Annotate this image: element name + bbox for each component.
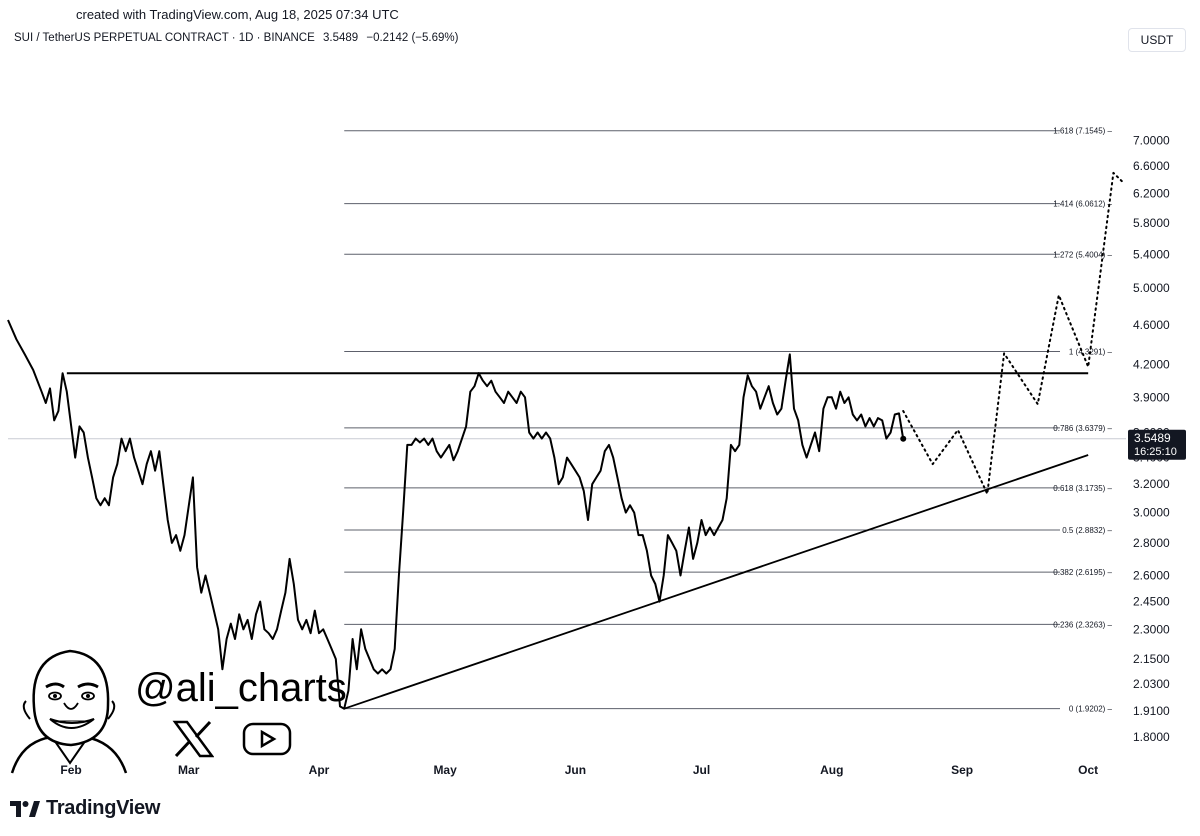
y-tick-label: 2.8000 (1133, 536, 1170, 550)
fib-level-label: 1.414 (6.0612) – (1053, 200, 1112, 209)
y-tick-label: 2.4500 (1133, 595, 1170, 609)
fib-level-label: 0.5 (2.8832) – (1062, 526, 1112, 535)
currency-button[interactable]: USDT (1128, 28, 1186, 52)
attribution-text: created with TradingView.com, Aug 18, 20… (76, 7, 399, 22)
youtube-play-icon[interactable] (242, 721, 292, 757)
x-axis: Feb Mar Apr May Jun Jul Aug Sep Oct (60, 763, 1098, 777)
last-price-badge (1128, 429, 1186, 460)
y-tick-label: 4.6000 (1133, 318, 1170, 332)
y-tick-label: 5.8000 (1133, 216, 1170, 230)
tradingview-logo: TradingView (10, 797, 160, 820)
x-logo-icon[interactable] (172, 720, 214, 758)
y-tick-label: 7.0000 (1133, 133, 1170, 147)
y-tick-label: 2.3000 (1133, 622, 1170, 636)
projection-path (902, 171, 1123, 495)
last-price-countdown: 16:25:10 (1134, 446, 1177, 458)
y-axis: 7.0000 6.6000 6.2000 5.8000 5.4000 5.0000 4.60… (1133, 133, 1170, 744)
support-trendline (343, 454, 1089, 710)
x-tick-label: Sep (951, 763, 973, 777)
symbol-name: SUI / TetherUS PERPETUAL CONTRACT · 1D ·… (14, 32, 315, 44)
author-avatar (10, 649, 128, 774)
fib-level-label: 0 (1.9202) – (1069, 705, 1113, 714)
y-tick-label: 1.9100 (1133, 704, 1170, 718)
price-line (7, 319, 905, 710)
y-tick-label: 2.0300 (1133, 677, 1170, 691)
author-handle: @ali_charts (135, 666, 347, 710)
symbol-price: 3.5489 (322, 32, 359, 44)
y-tick-label: 5.4000 (1133, 247, 1170, 261)
y-tick-label: 5.0000 (1133, 281, 1170, 295)
x-tick-label: Mar (178, 763, 200, 777)
x-tick-label: May (433, 763, 457, 777)
price-series (7, 171, 1126, 710)
x-tick-label: Apr (309, 763, 330, 777)
tradingview-logo-icon (10, 800, 40, 817)
x-tick-label: Jun (565, 763, 586, 777)
symbol-change: −0.2142 (−5.69%) (366, 32, 459, 44)
y-tick-label: 4.2000 (1133, 358, 1170, 372)
symbol-info: SUI / TetherUS PERPETUAL CONTRACT · 1D ·… (14, 32, 463, 44)
fib-level-label: 0.786 (3.6379) – (1053, 424, 1112, 433)
last-price-value: 3.5489 (1134, 431, 1171, 445)
last-price-dot (900, 435, 907, 442)
fib-level-label: 0.236 (2.3263) – (1053, 620, 1112, 629)
y-tick-label: 6.6000 (1133, 159, 1170, 173)
x-tick-label: Jul (693, 763, 710, 777)
fib-level-label: 1.272 (5.4004) – (1053, 250, 1112, 259)
y-tick-label: 3.9000 (1133, 390, 1170, 404)
x-tick-label: Feb (60, 763, 81, 777)
y-tick-label: 3.0000 (1133, 506, 1170, 520)
fib-level-label: 1.618 (7.1545) – (1053, 127, 1112, 136)
y-tick-label: 2.1500 (1133, 652, 1170, 666)
y-tick-label: 1.8000 (1133, 730, 1170, 744)
y-tick-label: 2.6000 (1133, 568, 1170, 582)
y-tick-label: 3.2000 (1133, 477, 1170, 491)
fib-level-label: 0.618 (3.1735) – (1053, 484, 1112, 493)
fibonacci-levels: 1.618 (7.1545) – 1.414 (6.0612) – 1.272 (5… (344, 127, 1113, 714)
fib-level-label: 0.382 (2.6195) – (1053, 568, 1112, 577)
y-tick-label: 6.2000 (1133, 187, 1170, 201)
tradingview-logo-text: TradingView (46, 797, 161, 819)
x-tick-label: Aug (820, 763, 843, 777)
trend-lines (66, 372, 1089, 710)
x-tick-label: Oct (1078, 763, 1098, 777)
